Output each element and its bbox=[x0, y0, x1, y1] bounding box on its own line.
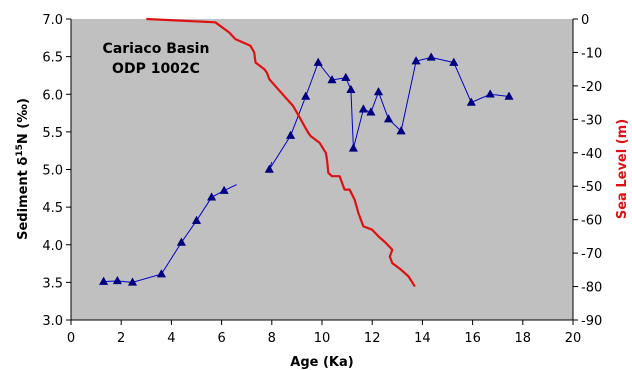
x-tick-label: 2 bbox=[117, 331, 125, 346]
nitrogen-data-point bbox=[191, 215, 202, 224]
y-right-tick-label: -10 bbox=[581, 46, 602, 61]
nitrogen-data-point bbox=[264, 164, 274, 173]
x-tick-label: 0 bbox=[67, 331, 75, 346]
nitrogen-data-point bbox=[327, 74, 337, 84]
nitrogen-data-point bbox=[485, 89, 495, 98]
nitrogen-data-point bbox=[313, 57, 323, 66]
nitrogen-data-point bbox=[466, 97, 476, 106]
nitrogen-data-point bbox=[219, 185, 229, 194]
nitrogen-data-point bbox=[504, 91, 514, 100]
y-right-tick-label: -30 bbox=[581, 113, 602, 128]
y-right-tick-label: -60 bbox=[581, 214, 602, 229]
y-right-tick-label: -50 bbox=[581, 180, 602, 195]
nitrogen-data-point bbox=[127, 277, 138, 286]
nitrogen-data-point bbox=[383, 114, 394, 123]
nitrogen-data-point bbox=[301, 91, 311, 100]
y-right-tick-label: -40 bbox=[581, 147, 602, 162]
y-right-tick-label: 0 bbox=[581, 13, 589, 28]
x-tick-label: 10 bbox=[314, 331, 331, 346]
y-axis-right-title: Sea Level (m) bbox=[615, 119, 630, 219]
y-left-tick-label: 3.0 bbox=[42, 314, 63, 329]
sea-level-series-line bbox=[146, 17, 416, 288]
x-tick-label: 20 bbox=[565, 331, 582, 346]
nitrogen-data-point bbox=[396, 126, 406, 135]
y-left-title-prefix: Sediment δ bbox=[16, 157, 31, 240]
y-right-tick-label: -90 bbox=[581, 314, 602, 329]
y-left-tick-label: 4.0 bbox=[42, 239, 63, 254]
y-left-tick-label: 6.5 bbox=[42, 51, 63, 66]
nitrogen-data-point bbox=[112, 275, 123, 285]
x-tick-label: 14 bbox=[414, 331, 431, 346]
y-right-tick-label: -20 bbox=[581, 80, 602, 95]
annotation-line-1: Cariaco Basin bbox=[103, 41, 210, 57]
y-left-tick-label: 5.5 bbox=[42, 126, 63, 141]
nitrogen-data-point bbox=[98, 276, 109, 285]
y-left-tick-label: 4.5 bbox=[42, 201, 63, 216]
x-tick-label: 18 bbox=[515, 331, 532, 346]
x-tick-label: 12 bbox=[364, 331, 381, 346]
x-tick-label: 6 bbox=[217, 331, 225, 346]
nitrogen-data-point bbox=[346, 84, 356, 93]
nitrogen-data-point bbox=[366, 107, 376, 116]
y-left-title-suffix: N (‰) bbox=[16, 98, 31, 144]
nitrogen-data-point bbox=[285, 130, 296, 139]
plot-area bbox=[71, 19, 573, 320]
nitrogen-data-point bbox=[348, 143, 359, 152]
y-left-tick-label: 5.0 bbox=[42, 164, 63, 179]
nitrogen-data-point bbox=[426, 52, 436, 61]
x-tick-label: 8 bbox=[268, 331, 276, 346]
nitrogen-data-point bbox=[341, 72, 351, 81]
y-left-title-sup: 15 bbox=[15, 144, 25, 157]
nitrogen-data-point bbox=[176, 237, 187, 246]
y-left-tick-label: 7.0 bbox=[42, 13, 63, 28]
annotation-line-2: ODP 1002C bbox=[112, 61, 200, 77]
nitrogen-data-point bbox=[411, 56, 421, 65]
nitrogen-data-point bbox=[156, 269, 167, 278]
y-right-tick-label: -70 bbox=[581, 247, 602, 262]
nitrogen-data-point bbox=[358, 104, 369, 113]
y-left-tick-label: 6.0 bbox=[42, 88, 63, 103]
x-tick-label: 16 bbox=[464, 331, 481, 346]
x-tick-label: 4 bbox=[167, 331, 175, 346]
nitrogen-data-point bbox=[449, 57, 459, 66]
nitrogen-data-point bbox=[206, 192, 217, 201]
x-axis-title: Age (Ka) bbox=[290, 355, 353, 370]
y-left-tick-label: 3.5 bbox=[42, 276, 63, 291]
y-right-tick-label: -80 bbox=[581, 281, 602, 296]
nitrogen-data-point bbox=[373, 86, 384, 96]
y-axis-left-title: Sediment δ15N (‰) bbox=[15, 98, 31, 240]
